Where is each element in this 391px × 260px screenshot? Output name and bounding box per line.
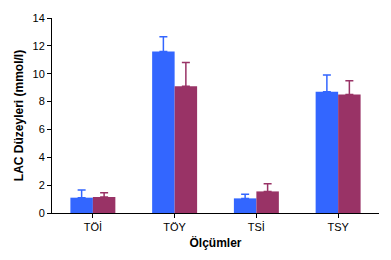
svg-text:TÖİ: TÖİ <box>84 221 102 233</box>
svg-text:Ölçümler: Ölçümler <box>189 235 241 250</box>
svg-text:8: 8 <box>39 95 45 107</box>
svg-text:0: 0 <box>39 207 45 219</box>
svg-text:10: 10 <box>33 68 45 80</box>
svg-text:LAC Düzeyleri (mmol/l): LAC Düzeyleri (mmol/l) <box>12 50 26 181</box>
svg-text:4: 4 <box>39 151 45 163</box>
svg-text:2: 2 <box>39 179 45 191</box>
svg-text:TSY: TSY <box>327 221 349 233</box>
svg-text:TSİ: TSİ <box>248 221 265 233</box>
svg-text:12: 12 <box>33 40 45 52</box>
svg-text:6: 6 <box>39 123 45 135</box>
svg-text:TÖY: TÖY <box>163 221 186 233</box>
svg-text:14: 14 <box>33 12 45 24</box>
